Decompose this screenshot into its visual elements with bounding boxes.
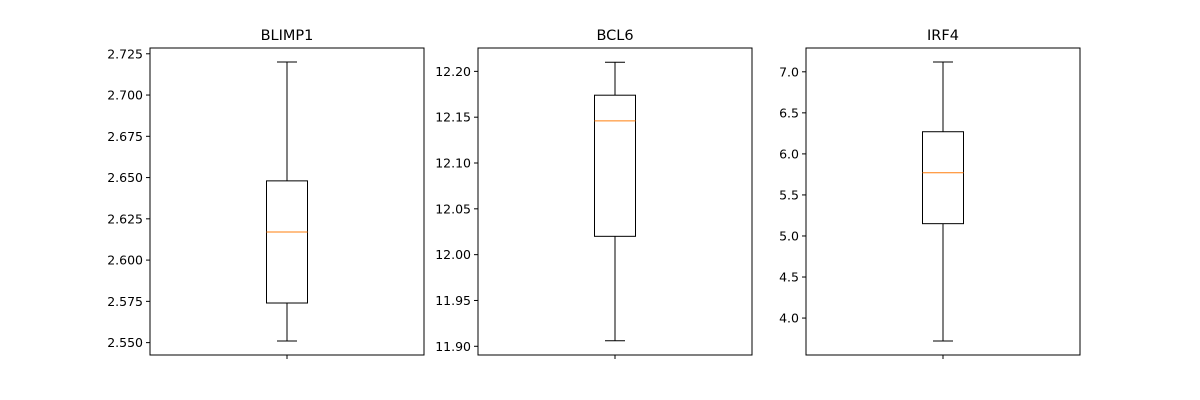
y-tick-label: 12.15 <box>435 110 471 125</box>
y-tick-label: 5.0 <box>779 228 799 243</box>
iqr-box <box>922 131 964 225</box>
subplot-title-irf4: IRF4 <box>927 28 959 44</box>
subplot-bcl6: BCL6 11.90 11.95 12.00 12.05 12.10 12.15 12.20 <box>435 28 753 359</box>
y-tick-label: 2.625 <box>107 211 143 226</box>
y-tick-label: 12.20 <box>435 64 471 79</box>
y-tick-label: 6.0 <box>779 146 799 161</box>
y-tick-label: 2.700 <box>107 88 143 103</box>
subplot-blimp1: BLIMP1 2.550 2.575 2.600 2.625 2.650 2.675 2.7… <box>107 28 425 359</box>
y-tick-label: 12.05 <box>435 201 471 216</box>
subplot-title-bcl6: BCL6 <box>596 28 633 44</box>
y-tick-label: 11.90 <box>435 339 471 354</box>
y-tick-label: 2.600 <box>107 253 143 268</box>
iqr-box <box>266 180 308 304</box>
y-tick-label: 2.725 <box>107 46 143 61</box>
y-tick-label: 2.575 <box>107 294 143 309</box>
subplot-title-blimp1: BLIMP1 <box>261 28 314 44</box>
y-tick-label: 6.5 <box>779 105 799 120</box>
y-tick-label: 5.5 <box>779 187 799 202</box>
y-tick-label: 7.0 <box>779 64 799 79</box>
iqr-box <box>594 94 636 237</box>
y-tick-label: 12.10 <box>435 156 471 171</box>
y-tick-label: 11.95 <box>435 293 471 308</box>
y-tick-label: 12.00 <box>435 247 471 262</box>
y-tick-label: 4.0 <box>779 311 799 326</box>
y-tick-label: 4.5 <box>779 270 799 285</box>
y-tick-label: 2.650 <box>107 170 143 185</box>
subplot-irf4: IRF4 4.0 4.5 5.0 5.5 6.0 6.5 7.0 <box>779 28 1081 359</box>
y-tick-label: 2.675 <box>107 129 143 144</box>
y-tick-label: 2.550 <box>107 335 143 350</box>
